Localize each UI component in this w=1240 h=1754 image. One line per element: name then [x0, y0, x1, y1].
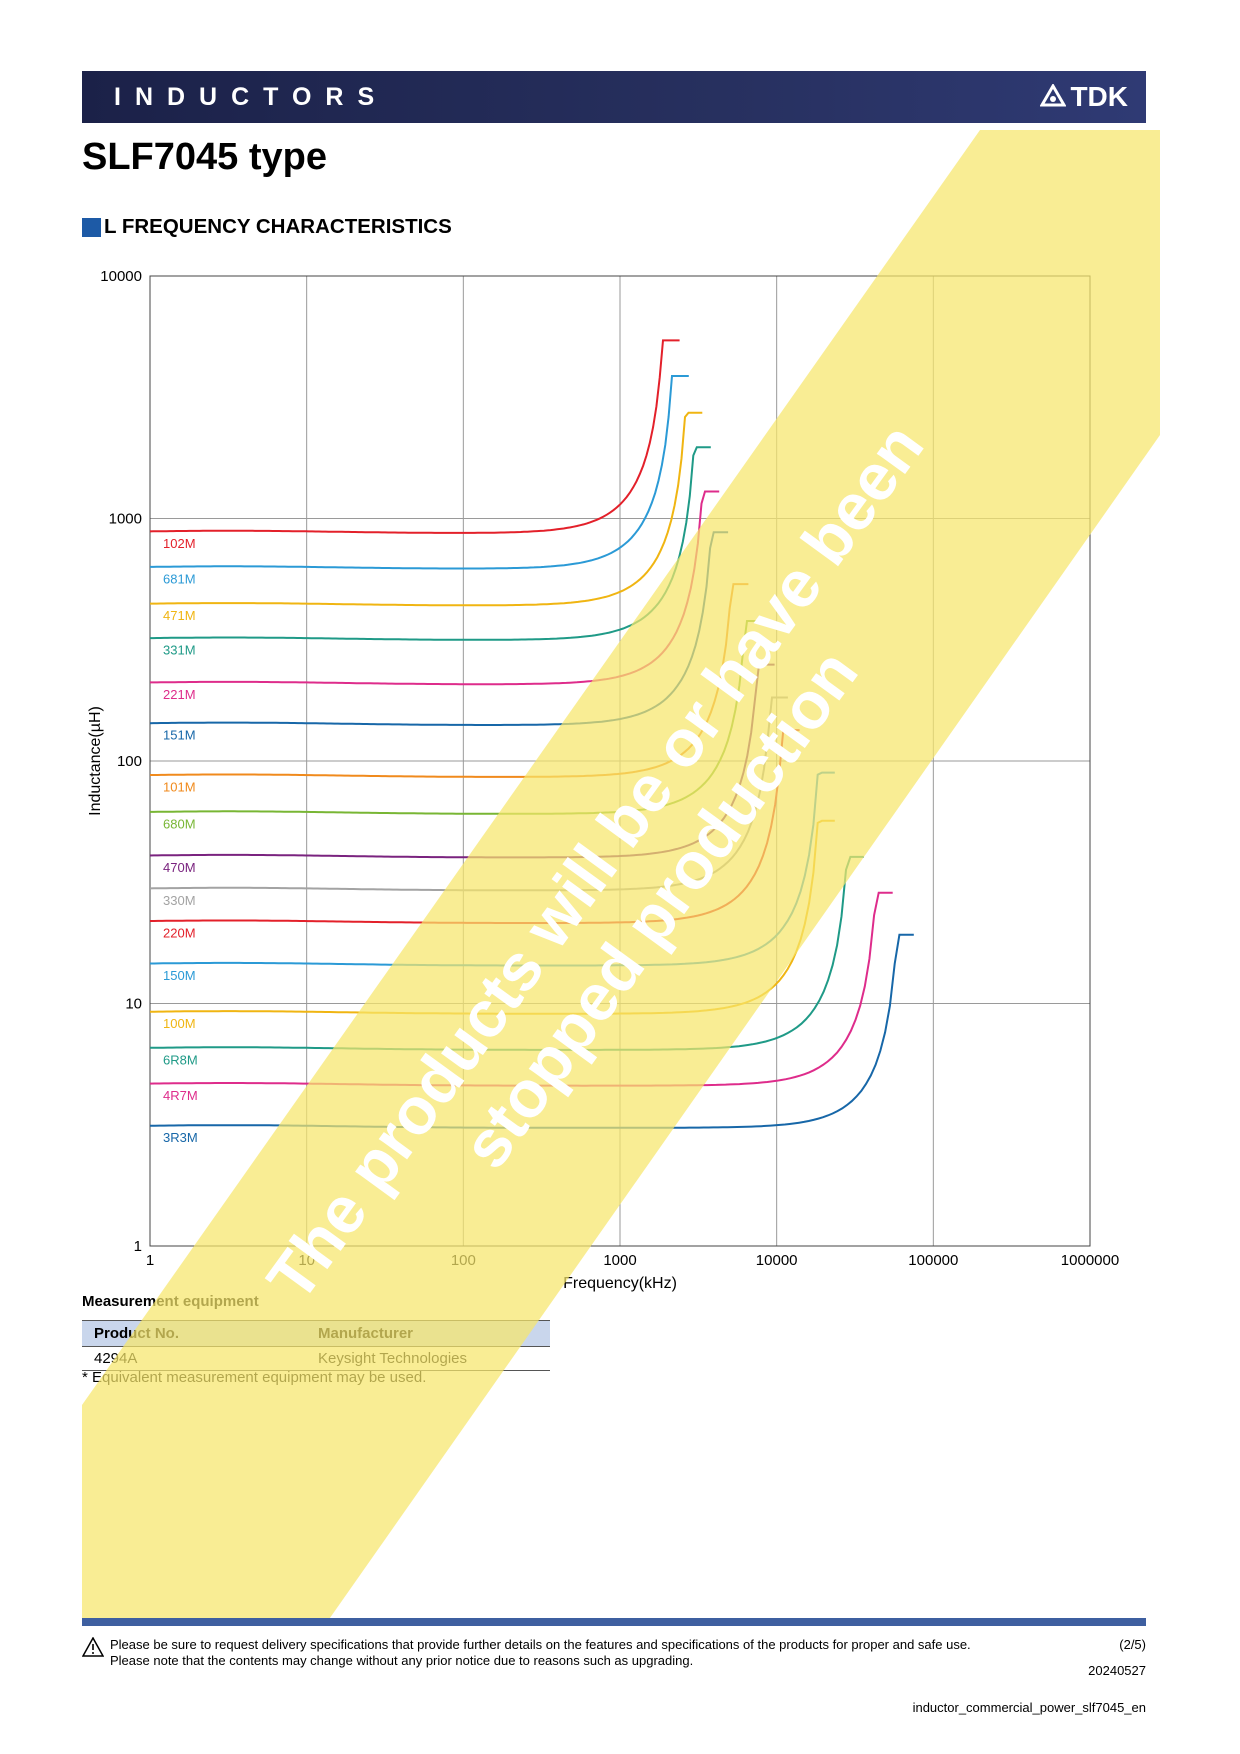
header-product-no: Product No. [82, 1320, 306, 1347]
series-label-4R7M: 4R7M [163, 1088, 198, 1103]
page-number: (2/5) [1119, 1637, 1146, 1652]
series-label-3R3M: 3R3M [163, 1130, 198, 1145]
series-line-471M [150, 411, 703, 607]
y-tick-label: 10 [125, 996, 142, 1013]
series-line-681M [150, 375, 689, 570]
series-label-100M: 100M [163, 1016, 196, 1031]
y-tick-label: 100 [117, 753, 142, 770]
series-label-330M: 330M [163, 893, 196, 908]
series-line-150M [150, 771, 835, 967]
y-tick-label: 10000 [100, 268, 142, 285]
series-label-220M: 220M [163, 925, 196, 940]
manufacturer-cell: Keysight Technologies [306, 1346, 550, 1371]
x-tick-label: 1000000 [1061, 1252, 1119, 1269]
series-labels: 102M 681M 471M 331M 221M 151M 101M 680M 470M 330M… [163, 536, 198, 1145]
header-manufacturer: Manufacturer [306, 1320, 550, 1347]
series-line-4R7M [149, 891, 893, 1087]
x-tick-label: 10 [298, 1252, 315, 1269]
product-no-cell: 4294A [82, 1346, 306, 1371]
x-tick-label: 10000 [756, 1252, 798, 1269]
measurement-header-row: Product No. Manufacturer [82, 1320, 550, 1347]
y-tick-labels: 1 10 100 1000 10000 [100, 268, 142, 1255]
measurement-note: * Equivalent measurement equipment may b… [82, 1369, 427, 1386]
table-row: 4294A Keysight Technologies [82, 1346, 550, 1371]
series-line-101M [150, 583, 749, 778]
series-line-680M [150, 620, 763, 815]
x-axis-label: Frequency(kHz) [563, 1275, 677, 1292]
measurement-table: Product No. Manufacturer 4294A Keysight … [82, 1320, 550, 1371]
x-tick-labels: 1 10 100 1000 10000 100000 1000000 [146, 1252, 1119, 1269]
header-banner: INDUCTORS TDK [82, 71, 1146, 123]
series-label-150M: 150M [163, 968, 196, 983]
warning-icon [82, 1637, 104, 1657]
series-label-6R8M: 6R8M [163, 1052, 198, 1067]
y-tick-label: 1 [134, 1238, 142, 1255]
document-name: inductor_commercial_power_slf7045_en [912, 1700, 1146, 1715]
series-label-471M: 471M [163, 608, 196, 623]
x-tick-label: 100 [451, 1252, 476, 1269]
footer-note: Please be sure to request delivery speci… [82, 1637, 971, 1669]
series-line-102M [149, 339, 680, 534]
footer-line-2: Please note that the contents may change… [110, 1653, 694, 1668]
series-line-100M [150, 819, 835, 1015]
document-date: 20240527 [1088, 1663, 1146, 1678]
brand-logo: TDK [1040, 81, 1128, 113]
series-label-102M: 102M [163, 536, 196, 551]
chart-series [149, 339, 914, 1129]
footer-bar [82, 1618, 1146, 1626]
series-label-101M: 101M [163, 779, 196, 794]
series-label-470M: 470M [163, 860, 196, 875]
y-axis-label: Inductance(µH) [87, 706, 104, 816]
x-tick-label: 1 [146, 1252, 154, 1269]
series-line-6R8M [150, 855, 864, 1051]
series-label-331M: 331M [163, 643, 196, 658]
series-label-221M: 221M [163, 687, 196, 702]
series-line-151M [149, 531, 729, 726]
measurement-title: Measurement equipment [82, 1293, 259, 1310]
series-label-680M: 680M [163, 816, 196, 831]
header-title: INDUCTORS [114, 83, 389, 111]
brand-name: TDK [1070, 81, 1128, 112]
x-tick-label: 1000 [603, 1252, 636, 1269]
series-line-220M [150, 729, 800, 924]
l-frequency-chart: 102M 681M 471M 331M 221M 151M 101M 680M 470M 330M… [87, 268, 1119, 1292]
y-tick-label: 1000 [109, 511, 142, 528]
x-tick-label: 100000 [908, 1252, 958, 1269]
series-line-221M [150, 490, 720, 686]
footer-line-1: Please be sure to request delivery speci… [110, 1637, 971, 1652]
series-label-681M: 681M [163, 571, 196, 586]
chart-grid [150, 276, 1090, 1246]
series-label-151M: 151M [163, 728, 196, 743]
tdk-logo-icon [1040, 84, 1067, 107]
